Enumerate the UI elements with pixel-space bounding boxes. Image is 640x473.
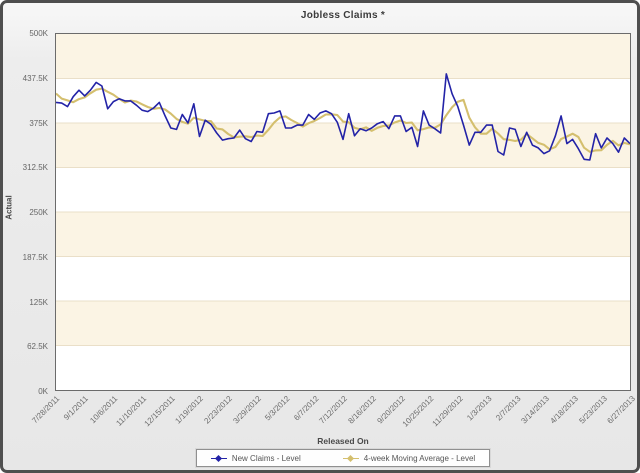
x-tick-label: 2/23/2012 — [202, 394, 235, 426]
x-tick-label: 8/16/2012 — [346, 394, 379, 426]
x-tick-label: 1/19/2012 — [173, 394, 206, 426]
legend-item-moving-average[interactable]: 4-week Moving Average - Level — [342, 453, 476, 463]
y-tick-label: 437.5K — [22, 73, 48, 83]
x-tick-label: 3/14/2013 — [519, 394, 551, 426]
x-axis-title: Released On — [317, 436, 369, 446]
chart-title: Jobless Claims * — [300, 10, 386, 21]
x-tick-label: 7/28/2011 — [30, 394, 62, 426]
new-claims-diamond-icon — [210, 454, 227, 463]
moving-average-diamond-icon — [342, 454, 359, 463]
x-tick-label: 5/23/2013 — [577, 394, 609, 426]
legend-item-new-claims[interactable]: New Claims - Level — [210, 453, 301, 463]
x-tick-label: 6/27/2013 — [605, 394, 638, 426]
legend-label-new-claims: New Claims - Level — [231, 453, 301, 463]
y-tick-label: 312.5K — [22, 163, 48, 173]
x-tick-label: 5/3/2012 — [263, 394, 292, 423]
x-tick-label: 7/12/2012 — [317, 394, 350, 426]
series-line-moving-average — [56, 87, 630, 153]
y-tick-label: 250K — [29, 208, 48, 217]
legend-label-moving-average: 4-week Moving Average - Level — [363, 453, 476, 463]
x-tick-label: 11/29/2012 — [430, 394, 465, 429]
plot-area — [55, 33, 631, 391]
y-tick-label: 0K — [38, 387, 48, 396]
line-chart-svg — [56, 34, 630, 390]
x-tick-label: 1/3/2013 — [464, 394, 494, 423]
y-tick-label: 62.5K — [27, 342, 48, 352]
x-tick-label: 2/7/2013 — [493, 394, 523, 423]
legend: New Claims - Level 4-week Moving Average… — [55, 449, 631, 467]
x-tick-label: 9/1/2011 — [62, 394, 91, 422]
series-line-new-claims — [56, 73, 630, 161]
x-tick-label: 4/18/2013 — [548, 394, 580, 426]
y-tick-label: 375K — [29, 118, 48, 128]
legend-box: New Claims - Level 4-week Moving Average… — [195, 449, 491, 467]
x-tick-label: 3/29/2012 — [231, 394, 263, 426]
y-tick-label: 125K — [29, 297, 48, 307]
x-axis-labels: 7/28/2011 9/1/2011 10/6/2011 11/10/2011 12/1… — [30, 394, 637, 438]
y-tick-label: 187.5K — [22, 252, 48, 262]
y-axis-labels: 500K 437.5K 375K 312.5K 250K 187.5K 125K 62.5K 0… — [3, 29, 51, 396]
x-tick-label: 6/7/2012 — [292, 394, 321, 423]
y-tick-label: 500K — [29, 29, 48, 38]
